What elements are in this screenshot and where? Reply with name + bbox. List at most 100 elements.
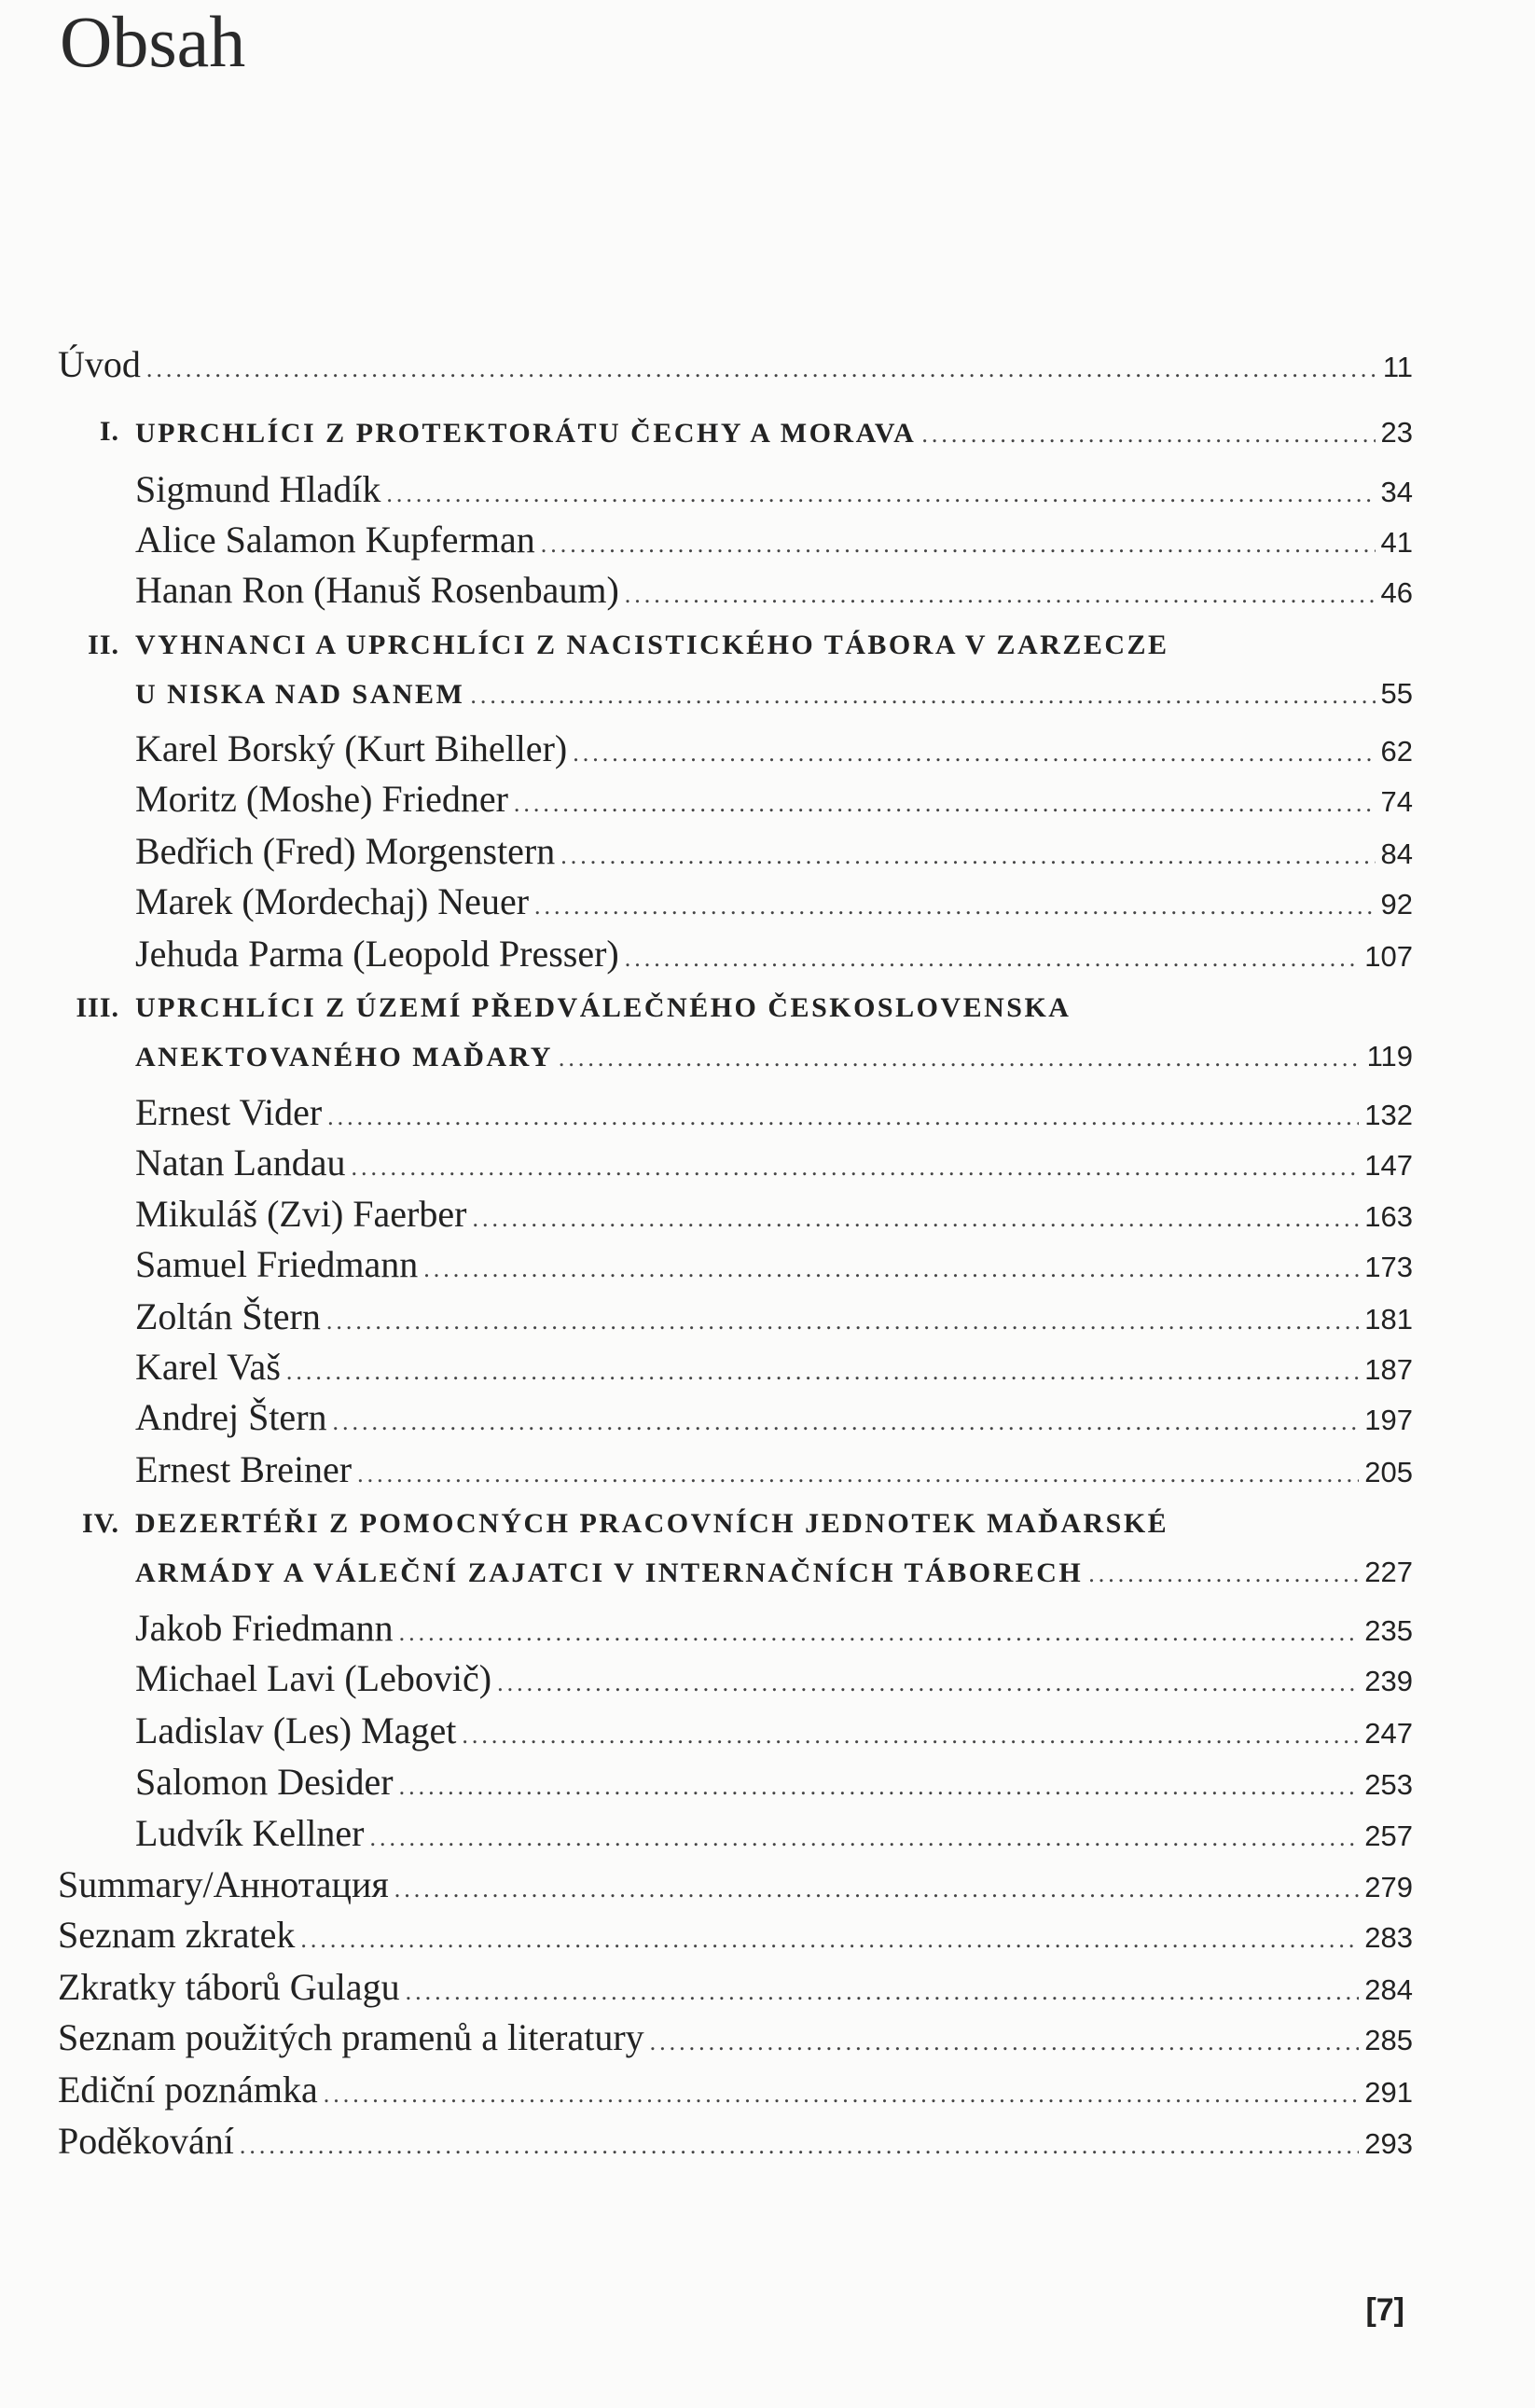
toc-entry: Alice Salamon Kupferman 41 bbox=[0, 518, 1413, 564]
dot-leader bbox=[462, 1722, 1359, 1750]
toc-entry: IV. DEZERTÉŘI Z POMOCNÝCH PRACOVNÍCH JEDN… bbox=[0, 1508, 1413, 1555]
entry-page-number: 235 bbox=[1364, 1613, 1413, 1647]
dot-leader bbox=[921, 421, 1375, 449]
entry-page-number: 23 bbox=[1380, 416, 1413, 450]
entry-title: Zoltán Štern bbox=[135, 1294, 321, 1337]
entry-title: Karel Vaš bbox=[135, 1346, 281, 1389]
entry-page-number: 291 bbox=[1364, 2076, 1413, 2110]
entry-page-number: 107 bbox=[1364, 940, 1413, 974]
entry-title: Jakob Friedmann bbox=[135, 1606, 394, 1649]
dot-leader bbox=[394, 1875, 1360, 1903]
section-numeral: II. bbox=[88, 630, 119, 661]
entry-title: Sigmund Hladík bbox=[135, 467, 381, 510]
entry-title: Ladislav (Les) Maget bbox=[135, 1709, 457, 1752]
entry-page-number: 74 bbox=[1380, 785, 1413, 819]
toc-entry: I. UPRCHLÍCI Z PROTEKTORÁTU ČECHY A MORAV… bbox=[0, 416, 1413, 463]
dot-leader bbox=[146, 355, 1377, 383]
dot-leader bbox=[514, 790, 1376, 818]
toc-entry: Natan Landau 147 bbox=[0, 1141, 1413, 1187]
entry-page-number: 239 bbox=[1364, 1665, 1413, 1698]
toc-entry: II. VYHNANCI A UPRCHLÍCI Z NACISTICKÉHO T… bbox=[0, 630, 1413, 676]
entry-title: Michael Lavi (Lebovič) bbox=[135, 1657, 492, 1700]
entry-page-number: 41 bbox=[1380, 525, 1413, 559]
dot-leader bbox=[625, 945, 1360, 973]
toc-entry: Ernest Breiner 205 bbox=[0, 1447, 1413, 1494]
entry-title: Karel Borský (Kurt Biheller) bbox=[135, 727, 568, 769]
section-numeral: III. bbox=[76, 991, 119, 1023]
entry-title: Salomon Desider bbox=[135, 1760, 394, 1803]
entry-title: VYHNANCI A UPRCHLÍCI Z NACISTICKÉHO TÁBO… bbox=[135, 630, 1169, 661]
entry-title: Úvod bbox=[58, 343, 141, 386]
toc-entry: Jehuda Parma (Leopold Presser) 107 bbox=[0, 932, 1413, 978]
entry-page-number: 257 bbox=[1364, 1820, 1413, 1853]
dot-leader bbox=[324, 2081, 1359, 2109]
entry-title: ARMÁDY A VÁLEČNÍ ZAJATCI V INTERNAČNÍCH … bbox=[135, 1557, 1084, 1588]
entry-title: Hanan Ron (Hanuš Rosenbaum) bbox=[135, 569, 619, 612]
entry-title: Ernest Vider bbox=[135, 1090, 323, 1133]
toc-entry: Samuel Friedmann 173 bbox=[0, 1242, 1413, 1289]
entry-page-number: 187 bbox=[1364, 1353, 1413, 1387]
dot-leader bbox=[351, 1154, 1359, 1182]
entry-title: Ernest Breiner bbox=[135, 1448, 353, 1491]
entry-title: Summary/Аннотация bbox=[58, 1862, 389, 1905]
toc-entry: Salomon Desider 253 bbox=[0, 1760, 1413, 1806]
entry-title: Marek (Mordechaj) Neuer bbox=[135, 880, 530, 923]
entry-title: U NISKA NAD SANEM bbox=[135, 679, 465, 711]
toc-entry: Ediční poznámka 291 bbox=[0, 2068, 1413, 2114]
toc-entry: Úvod 11 bbox=[0, 342, 1413, 389]
entry-page-number: 279 bbox=[1364, 1870, 1413, 1903]
dot-leader bbox=[559, 1045, 1362, 1073]
toc-entry: ANEKTOVANÉHO MAĎARY 119 bbox=[0, 1040, 1413, 1086]
entry-page-number: 11 bbox=[1382, 351, 1413, 384]
entry-title: Seznam použitých pramenů a literatury bbox=[58, 2016, 644, 2059]
dot-leader bbox=[300, 1926, 1359, 1954]
entry-page-number: 34 bbox=[1380, 475, 1413, 508]
entry-title: Alice Salamon Kupferman bbox=[135, 518, 535, 560]
entry-page-number: 284 bbox=[1364, 1973, 1413, 2007]
section-numeral: IV. bbox=[82, 1507, 119, 1539]
toc-entry: Poděkování 293 bbox=[0, 2119, 1413, 2166]
page-title: Obsah bbox=[60, 1, 246, 82]
dot-leader bbox=[650, 2028, 1360, 2056]
toc-entry: Summary/Аннотация 279 bbox=[0, 1862, 1413, 1909]
dot-leader bbox=[423, 1255, 1359, 1283]
dot-leader bbox=[534, 893, 1376, 920]
entry-title: Seznam zkratek bbox=[58, 1914, 296, 1957]
entry-title: ANEKTOVANÉHO MAĎARY bbox=[135, 1041, 553, 1073]
toc-entry: Ernest Vider 132 bbox=[0, 1090, 1413, 1137]
entry-page-number: 181 bbox=[1364, 1302, 1413, 1335]
toc-entry: ARMÁDY A VÁLEČNÍ ZAJATCI V INTERNAČNÍCH … bbox=[0, 1556, 1413, 1602]
entry-title: UPRCHLÍCI Z ÚZEMÍ PŘEDVÁLEČNÉHO ČESKOSLO… bbox=[135, 991, 1072, 1023]
entry-title: Ediční poznámka bbox=[58, 2069, 318, 2111]
entry-page-number: 46 bbox=[1380, 576, 1413, 610]
toc-entry: Ladislav (Les) Maget 247 bbox=[0, 1709, 1413, 1755]
dot-leader bbox=[327, 1103, 1359, 1131]
entry-title: Zkratky táborů Gulagu bbox=[58, 1966, 400, 2009]
toc-entry: Michael Lavi (Lebovič) 239 bbox=[0, 1656, 1413, 1703]
dot-leader bbox=[573, 740, 1375, 768]
entry-page-number: 163 bbox=[1364, 1199, 1413, 1233]
entry-title: Jehuda Parma (Leopold Presser) bbox=[135, 933, 619, 976]
dot-leader bbox=[541, 531, 1376, 559]
toc-entry: Zoltán Štern 181 bbox=[0, 1294, 1413, 1341]
toc-entry: Seznam zkratek 283 bbox=[0, 1913, 1413, 1959]
entry-page-number: 84 bbox=[1380, 837, 1413, 871]
toc-entry: U NISKA NAD SANEM 55 bbox=[0, 677, 1413, 724]
toc-entry: Marek (Mordechaj) Neuer 92 bbox=[0, 879, 1413, 926]
entry-page-number: 119 bbox=[1366, 1039, 1413, 1073]
dot-leader bbox=[560, 842, 1375, 870]
dot-leader bbox=[370, 1824, 1360, 1852]
dot-leader bbox=[497, 1669, 1359, 1697]
dot-leader bbox=[470, 682, 1375, 710]
entry-page-number: 55 bbox=[1380, 677, 1413, 711]
entry-title: Ludvík Kellner bbox=[135, 1812, 365, 1855]
dot-leader bbox=[399, 1619, 1360, 1647]
entry-title: Natan Landau bbox=[135, 1142, 346, 1184]
entry-title: Samuel Friedmann bbox=[135, 1242, 419, 1285]
toc-entry: Hanan Ron (Hanuš Rosenbaum) 46 bbox=[0, 568, 1413, 615]
entry-page-number: 293 bbox=[1364, 2126, 1413, 2160]
toc-entry: Sigmund Hladík 34 bbox=[0, 467, 1413, 514]
toc-entry: Mikuláš (Zvi) Faerber 163 bbox=[0, 1192, 1413, 1239]
dot-leader bbox=[240, 2132, 1359, 2160]
entry-page-number: 205 bbox=[1364, 1456, 1413, 1489]
